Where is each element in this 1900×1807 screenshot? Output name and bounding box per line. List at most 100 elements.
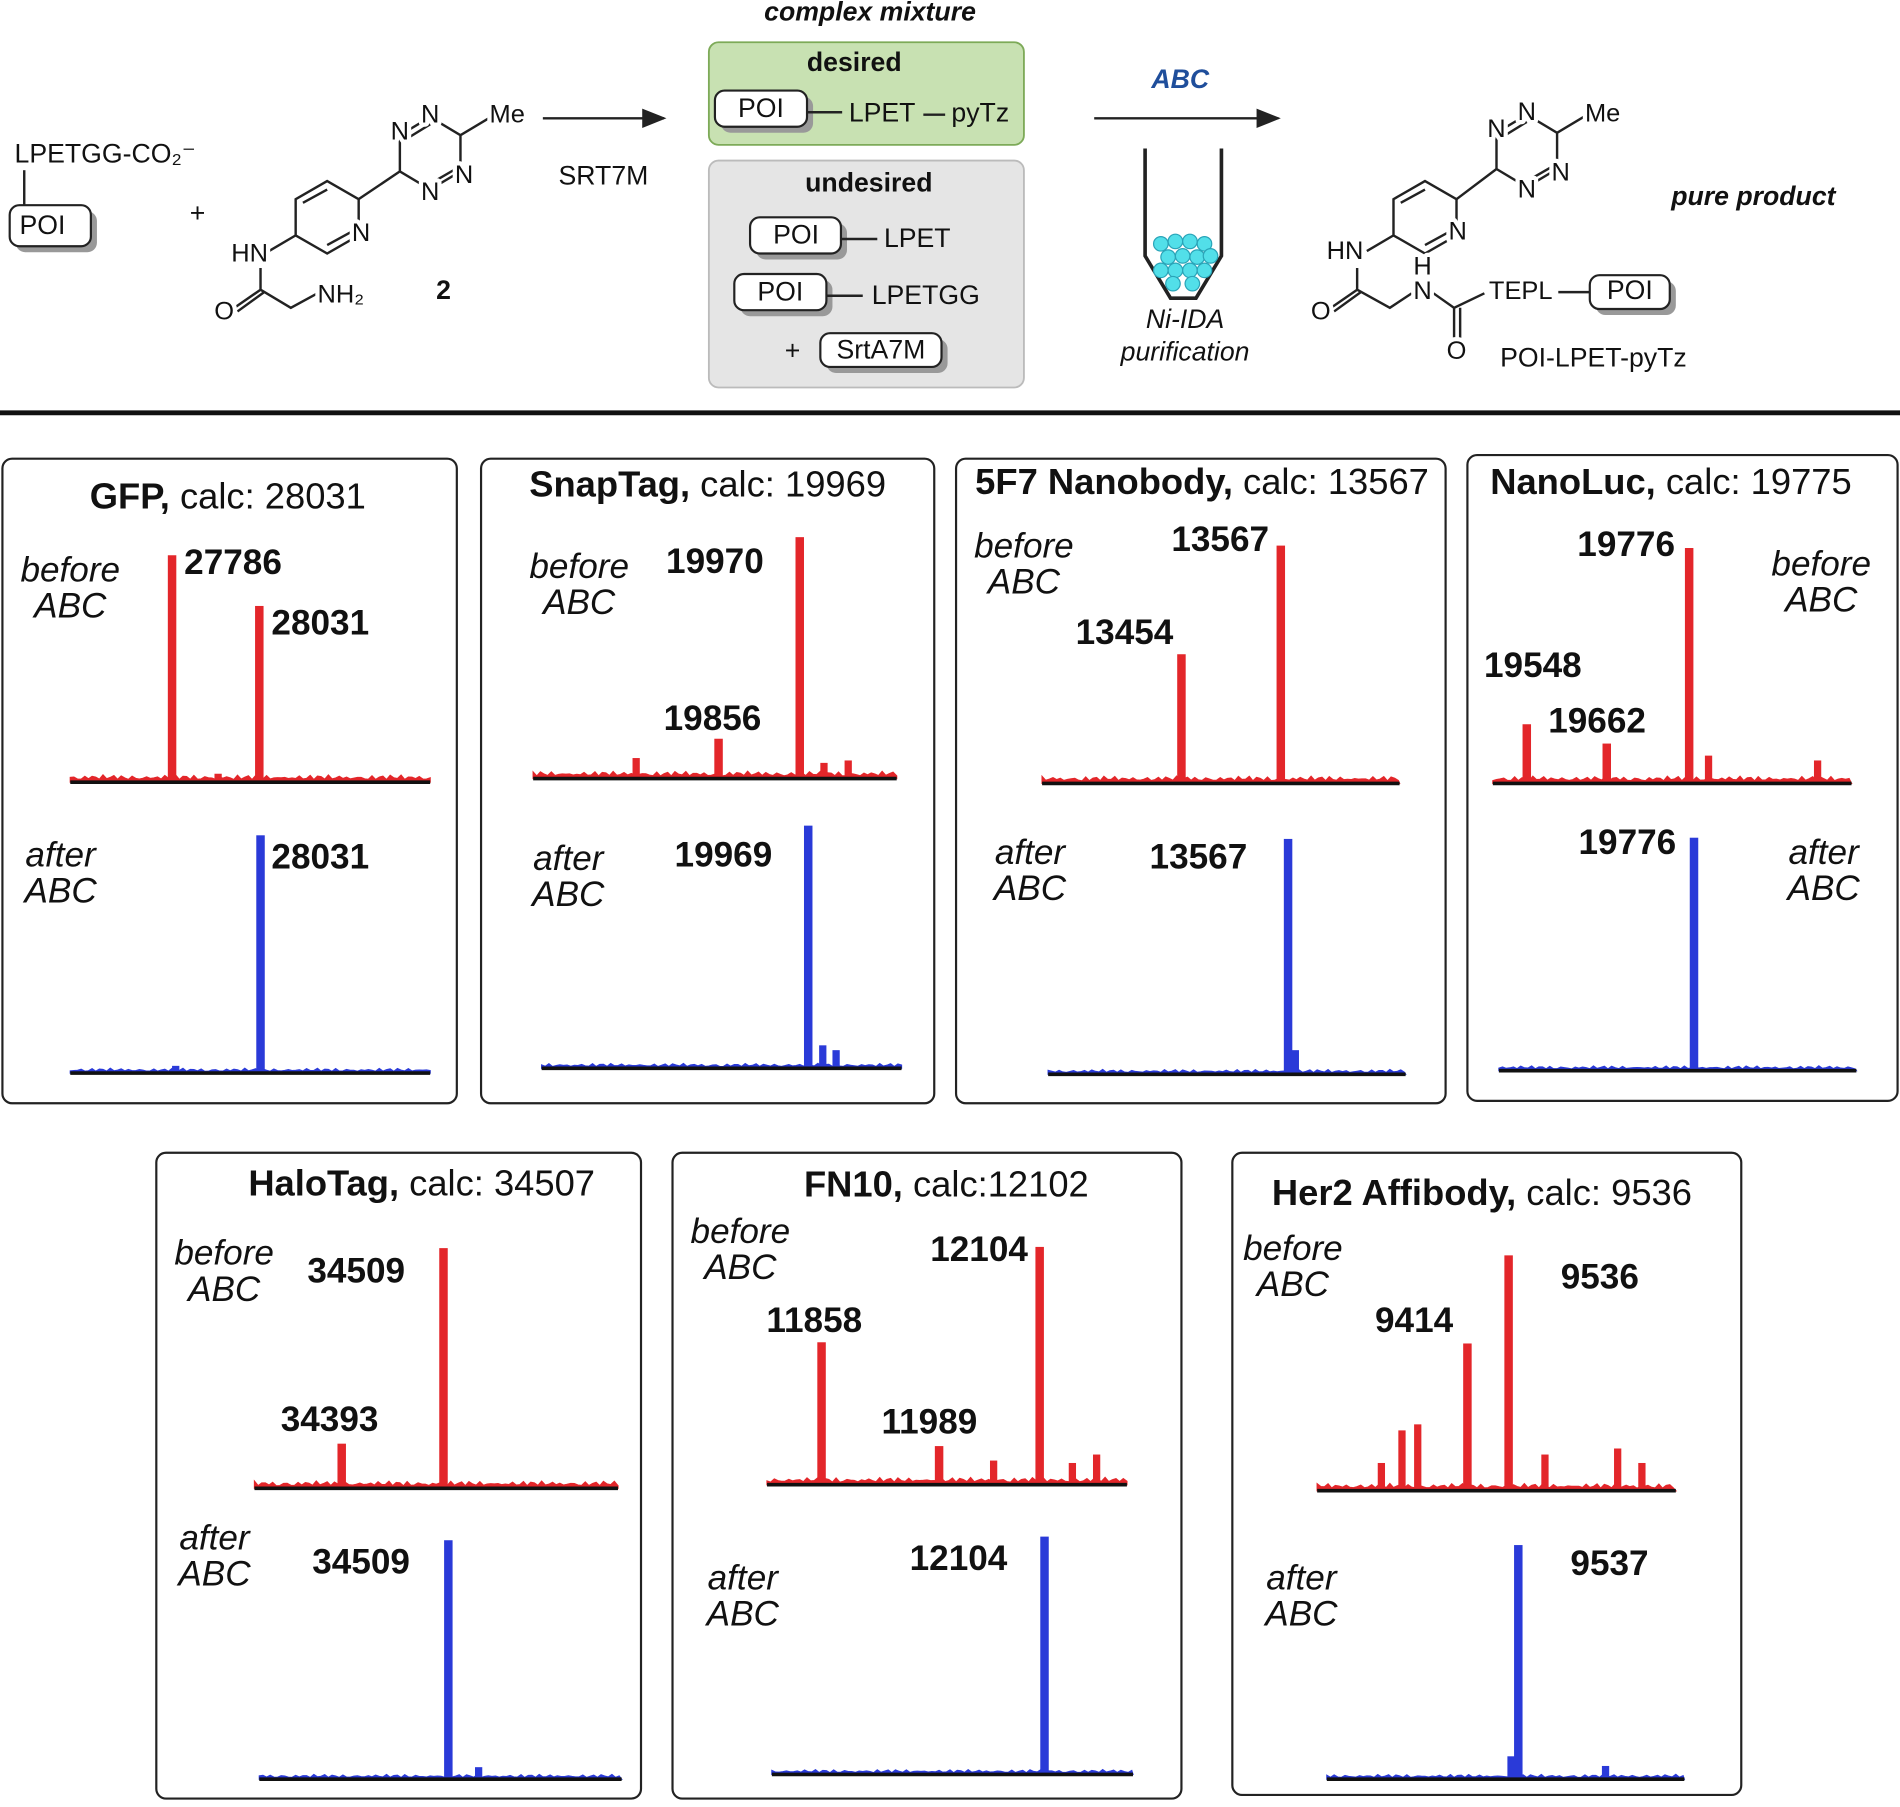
after-label: after xyxy=(25,835,97,874)
peak xyxy=(1398,1430,1406,1491)
peak xyxy=(1601,1765,1610,1780)
peak xyxy=(795,537,804,779)
peak-label: 19776 xyxy=(1577,525,1675,564)
peak xyxy=(1638,1462,1646,1491)
panel-frame xyxy=(155,1151,643,1800)
protein-name: 5F7 Nanobody, xyxy=(975,461,1233,502)
poi-tag: POI xyxy=(738,93,784,123)
method: ABC xyxy=(1150,64,1210,94)
peak-label: 19776 xyxy=(1579,823,1677,862)
peak xyxy=(803,825,813,1069)
ms-panel: FN10, calc:12102beforeABCafterABC1185811… xyxy=(671,1151,1183,1800)
peak xyxy=(172,1065,180,1074)
before-label: ABC xyxy=(541,583,616,622)
peak xyxy=(167,555,177,783)
after-label: after xyxy=(995,833,1067,872)
after-label: ABC xyxy=(1263,1595,1338,1634)
peak-label: 19856 xyxy=(664,699,762,738)
after-label: after xyxy=(1266,1558,1338,1597)
atom: N xyxy=(1413,277,1431,305)
before-label: before xyxy=(20,550,120,589)
after-label: after xyxy=(179,1519,251,1558)
product: N N N N Me HN N O H N O TEPL POI POI-LPE… xyxy=(1307,94,1837,373)
peak xyxy=(255,605,264,783)
reactant-1: LPETGG-CO₂⁻ POI xyxy=(8,139,196,253)
peak xyxy=(820,762,828,779)
before-label: before xyxy=(529,547,629,586)
panel-title: 5F7 Nanobody, calc: 13567 xyxy=(975,461,1429,502)
peak xyxy=(1283,838,1293,1075)
peak xyxy=(714,738,723,779)
peak xyxy=(819,1045,827,1069)
peak xyxy=(1040,1536,1049,1775)
ms-panel: GFP, calc: 28031beforeABCafterABC2778628… xyxy=(1,457,458,1105)
peak xyxy=(1689,837,1699,1071)
product-note: pure product xyxy=(1670,181,1836,211)
panel-title: GFP, calc: 28031 xyxy=(90,475,366,516)
panel-title: FN10, calc:12102 xyxy=(804,1163,1089,1204)
before-label: before xyxy=(1771,544,1871,583)
peak xyxy=(337,1443,346,1489)
peak xyxy=(1704,755,1713,784)
peak xyxy=(1522,724,1532,784)
atom: H xyxy=(1413,253,1431,281)
product-name: POI-LPET-pyTz xyxy=(1500,343,1687,373)
protein-name: HaloTag, xyxy=(248,1162,399,1203)
before-label: before xyxy=(974,526,1074,565)
peak xyxy=(989,1460,998,1485)
atom: N xyxy=(1487,115,1505,143)
peak xyxy=(439,1248,448,1489)
peak-label: 13567 xyxy=(1171,520,1269,559)
poi-tag: POI xyxy=(1607,275,1653,305)
linker: LPET xyxy=(849,98,916,128)
atom: N xyxy=(1552,159,1570,187)
poi-tag: POI xyxy=(19,210,65,240)
atom: N xyxy=(391,118,409,146)
mixture-title: complex mixture xyxy=(764,0,976,26)
peak xyxy=(1813,760,1822,784)
atom: Me xyxy=(1585,99,1620,127)
calc-mass: calc: 28031 xyxy=(170,475,366,516)
peak-label: 11989 xyxy=(882,1403,978,1442)
peak xyxy=(1177,654,1186,784)
resin-note: purification xyxy=(1120,337,1250,367)
mixture: complex mixture desired POI LPET pyTz un… xyxy=(707,0,1025,389)
atom: O xyxy=(214,297,234,325)
compound-2: N N N N Me HN N O NH₂ 2 xyxy=(210,96,529,329)
peak xyxy=(1684,548,1694,784)
after-label: ABC xyxy=(1786,869,1861,908)
panel-frame xyxy=(479,457,936,1105)
ms-panel: SnapTag, calc: 19969beforeABCafterABC199… xyxy=(479,457,936,1105)
calc-mass: calc: 19775 xyxy=(1656,461,1852,502)
peak xyxy=(632,758,640,779)
peak xyxy=(444,1540,453,1780)
peak xyxy=(1514,1545,1523,1780)
peak-label: 34393 xyxy=(281,1400,379,1439)
enzyme: SrtA7M xyxy=(837,334,926,364)
atom: N xyxy=(455,161,473,189)
atom: N xyxy=(352,219,370,247)
panel-title: NanoLuc, calc: 19775 xyxy=(1490,461,1851,502)
peak xyxy=(475,1767,483,1780)
before-label: before xyxy=(174,1234,274,1273)
atom: O xyxy=(1447,337,1467,365)
peak-label: 19969 xyxy=(675,835,773,874)
peak xyxy=(1068,1462,1077,1485)
peak xyxy=(1614,1448,1622,1491)
reagent: SRT7M xyxy=(559,161,649,191)
before-label: before xyxy=(691,1212,791,1251)
peak-label: 9414 xyxy=(1375,1301,1454,1340)
before-label: ABC xyxy=(32,587,107,626)
linker: LPETGG xyxy=(872,280,980,310)
plus: + xyxy=(785,336,801,366)
linker: LPET xyxy=(884,223,951,253)
peak xyxy=(832,1050,840,1069)
peak xyxy=(214,773,222,783)
before-label: ABC xyxy=(1783,581,1858,620)
atom: O xyxy=(1311,297,1331,325)
peak-label: 11858 xyxy=(766,1301,862,1340)
peak-label: 19970 xyxy=(666,542,764,581)
peak-label: 27786 xyxy=(184,543,282,582)
